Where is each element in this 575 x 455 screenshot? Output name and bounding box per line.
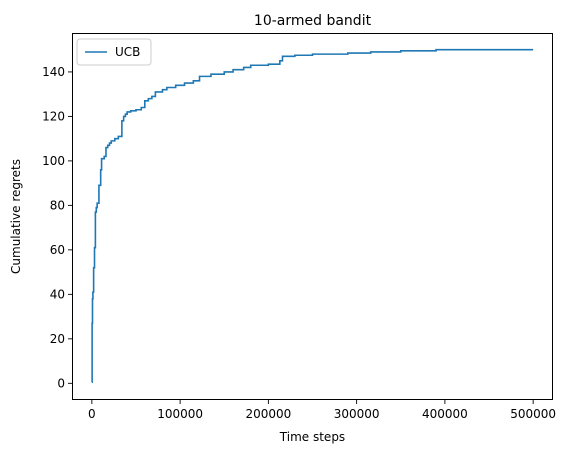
series-line-ucb bbox=[91, 48, 534, 384]
y-tick-label: 40 bbox=[50, 287, 65, 301]
plot-frame bbox=[72, 33, 553, 400]
y-axis-label: Cumulative regrets bbox=[9, 159, 23, 274]
y-tick-label: 100 bbox=[42, 154, 65, 168]
y-tick-label: 120 bbox=[42, 109, 65, 123]
x-tick-label: 300000 bbox=[334, 407, 380, 421]
x-axis-label: Time steps bbox=[279, 430, 345, 444]
legend: UCB bbox=[76, 38, 152, 66]
y-tick-label: 0 bbox=[57, 376, 65, 390]
x-tick-label: 200000 bbox=[245, 407, 291, 421]
legend-label-ucb: UCB bbox=[115, 45, 140, 59]
x-tick-label: 400000 bbox=[422, 407, 468, 421]
x-tick-label: 500000 bbox=[510, 407, 556, 421]
y-tick-label: 20 bbox=[50, 332, 65, 346]
y-tick-label: 140 bbox=[42, 65, 65, 79]
x-tick-label: 100000 bbox=[157, 407, 203, 421]
legend-box bbox=[76, 38, 152, 66]
y-tick-label: 60 bbox=[50, 243, 65, 257]
x-tick-label: 0 bbox=[88, 407, 96, 421]
plot-area bbox=[72, 33, 553, 400]
series-layer bbox=[91, 48, 534, 384]
ticks-layer: 0 100000 200000 300000 400000 500000 0 20 40 60 80… bbox=[42, 65, 556, 421]
chart-title: 10-armed bandit bbox=[254, 13, 372, 29]
y-tick-label: 80 bbox=[50, 198, 65, 212]
